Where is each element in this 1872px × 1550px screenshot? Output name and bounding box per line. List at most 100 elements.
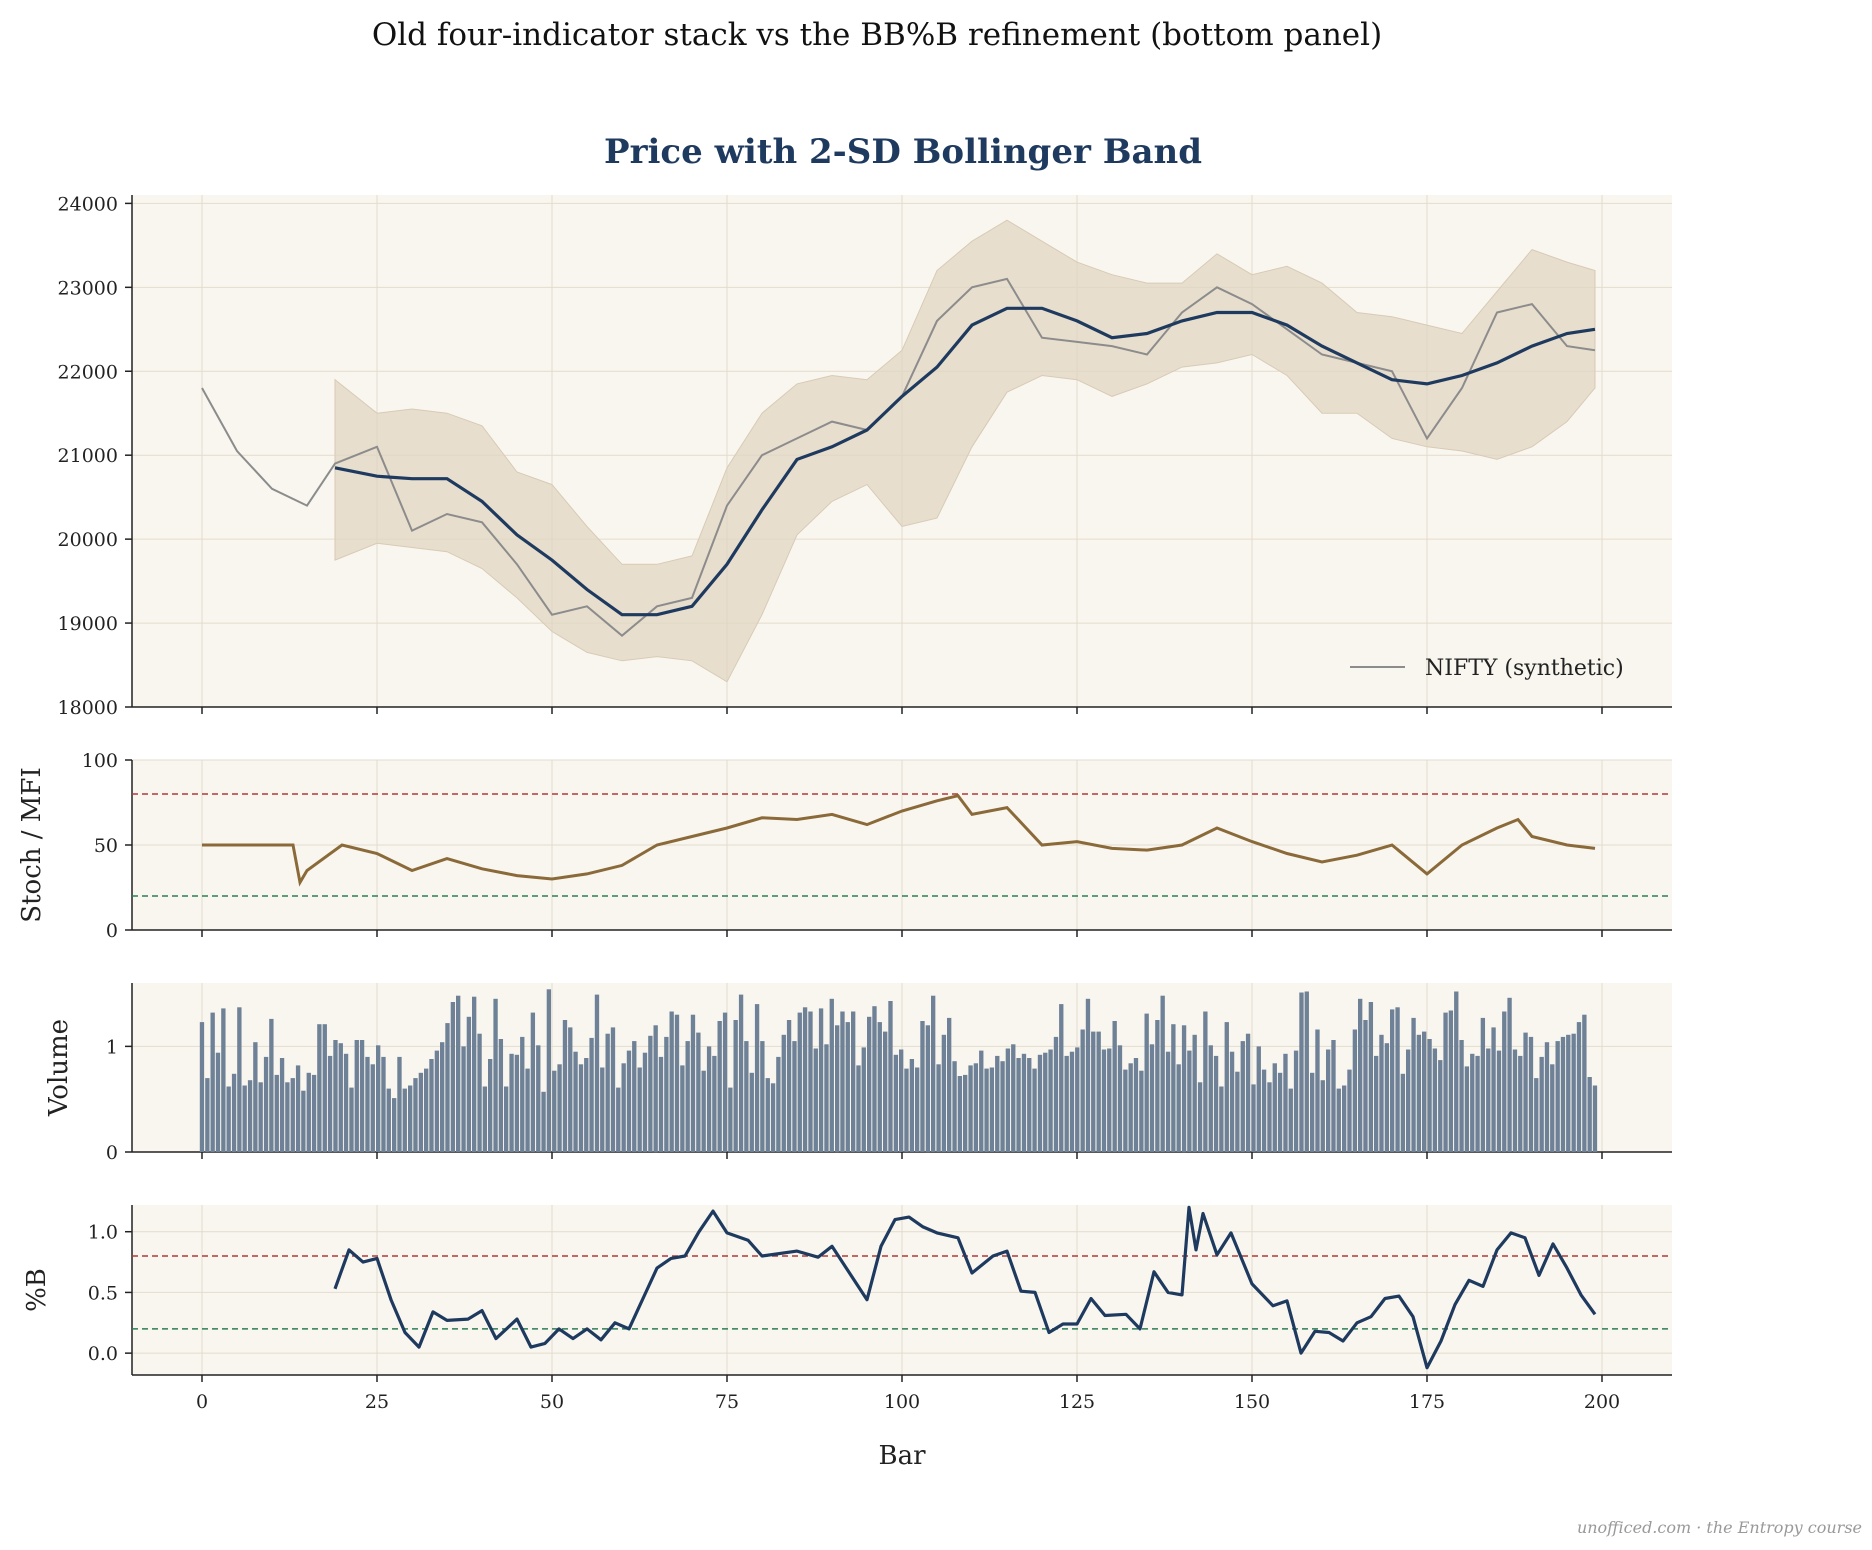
volume-bar [1544, 1042, 1550, 1152]
xtick-label-0: 0 [196, 1391, 208, 1413]
volume-bar [1011, 1044, 1016, 1152]
volume-bar [1518, 1055, 1523, 1152]
volume-bar [562, 1020, 568, 1152]
volume-bar [1342, 1085, 1347, 1152]
volume-bar [1176, 1064, 1181, 1152]
volume-bar [915, 1067, 920, 1152]
xtick-label-6: 150 [1234, 1391, 1270, 1413]
x-axis-label: Bar [878, 1441, 926, 1471]
volume-bar [936, 1064, 941, 1152]
volume-bar [221, 1008, 226, 1152]
volume-bar [1165, 1051, 1171, 1152]
volume-bar [450, 1002, 456, 1152]
volume-bar [1363, 1020, 1368, 1152]
volume-bar [306, 1072, 311, 1152]
volume-bar [1406, 1049, 1411, 1152]
volume-bar [1032, 1068, 1037, 1152]
volume-bar [1149, 1044, 1155, 1152]
volume-bar [701, 1070, 706, 1152]
volume-bar [781, 1034, 786, 1152]
volume-bar [253, 1042, 258, 1152]
volume-bar [247, 1080, 253, 1152]
volume-bar [925, 1025, 931, 1153]
volume-bar [658, 1056, 664, 1152]
volume-bar [263, 1056, 269, 1152]
volume-bar [1475, 1055, 1480, 1152]
volume-bar [402, 1088, 407, 1152]
volume-bar [231, 1073, 237, 1152]
volume-bar [1502, 1011, 1507, 1152]
volume-bar [1293, 1050, 1299, 1152]
volume-bar [610, 1027, 616, 1152]
volume-bar [1016, 1058, 1021, 1152]
volume-bar [525, 1068, 530, 1152]
xtick-label-1: 25 [365, 1391, 389, 1413]
volume-bar [279, 1058, 285, 1152]
volume-bar [557, 1064, 562, 1152]
volume-bar [1592, 1085, 1598, 1152]
volume-bar [664, 1036, 669, 1152]
volume-bar [995, 1055, 1000, 1152]
volume-bar [1464, 1066, 1470, 1152]
volume-bar [242, 1085, 247, 1152]
volume-bar [343, 1053, 349, 1152]
volume-bar [616, 1087, 621, 1152]
volume-bar [840, 1011, 845, 1152]
volume-bar [690, 1014, 696, 1152]
xtick-label-2: 50 [540, 1391, 564, 1413]
volume-bar [1299, 992, 1304, 1152]
volume-bar [269, 1018, 274, 1152]
xtick-label-7: 175 [1409, 1391, 1445, 1413]
volume-bar [674, 1014, 680, 1152]
volume-bar [904, 1068, 909, 1152]
volume-bar [1144, 1013, 1149, 1152]
volume-bar [1486, 1048, 1491, 1152]
volume-bar [1427, 1039, 1432, 1152]
volume-bar [744, 1041, 749, 1152]
volume-bar [488, 1059, 493, 1152]
volume-bar [1422, 1031, 1427, 1152]
volume-bar [899, 1049, 904, 1152]
volume-bar [1107, 1048, 1112, 1152]
volume-bar [322, 1024, 327, 1152]
volume-bar [1229, 1051, 1235, 1152]
volume-bar [1005, 1048, 1011, 1152]
volume-bar [712, 1055, 717, 1152]
volume-bar [1352, 1029, 1358, 1152]
volume-bar [1203, 1011, 1208, 1152]
volume-bar [1459, 1040, 1464, 1152]
volume-bar [1576, 1022, 1582, 1152]
volume-bar [1075, 1047, 1080, 1152]
volume-bar [1080, 1029, 1085, 1152]
volume-bar [370, 1064, 375, 1152]
volume-bar [1358, 998, 1363, 1152]
volume-bar [1560, 1036, 1566, 1152]
volume-bar [1320, 1080, 1325, 1152]
panel-2-ytick-label-0: 0 [106, 920, 118, 942]
volume-bar [600, 1067, 605, 1152]
volume-bar [621, 1063, 626, 1152]
volume-bar [1491, 1027, 1496, 1152]
xtick-label-5: 125 [1059, 1391, 1095, 1413]
panel-3-ytick-label-1: 1 [106, 1036, 118, 1058]
volume-bar [765, 1078, 770, 1152]
volume-bar [472, 996, 477, 1152]
volume-bar [1571, 1033, 1576, 1152]
volume-bar [589, 1037, 594, 1152]
volume-bar [648, 1035, 653, 1152]
volume-bar [1133, 1058, 1139, 1152]
volume-bar [1000, 1061, 1005, 1152]
volume-bar [1235, 1071, 1240, 1152]
volume-bar [466, 1016, 472, 1152]
volume-bar [530, 1012, 536, 1152]
volume-bar [1395, 1007, 1400, 1152]
volume-bar [205, 1078, 210, 1152]
panel-4-ytick-label-0: 0.0 [88, 1343, 118, 1365]
panel-1-ytick-label-0: 18000 [58, 697, 118, 719]
volume-bar [984, 1068, 989, 1152]
volume-bar [722, 1012, 728, 1152]
volume-bar [1480, 1017, 1486, 1152]
volume-bar [1251, 1084, 1256, 1152]
panel-4-ytick-label-1: 0.5 [88, 1282, 118, 1304]
volume-bar [413, 1078, 418, 1152]
